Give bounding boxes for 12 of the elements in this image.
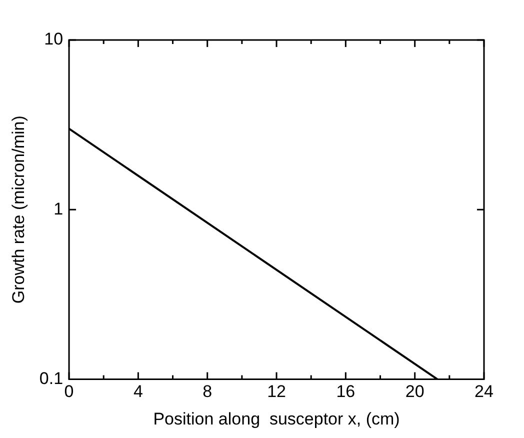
x-tick-label: 8 xyxy=(202,382,212,402)
x-axis-title: Position along susceptor x, (cm) xyxy=(153,409,400,428)
x-tick-label: 16 xyxy=(336,382,356,402)
y-tick-label: 0.1 xyxy=(39,368,64,388)
y-tick-label: 10 xyxy=(44,30,64,49)
y-axis-title: Growth rate (micron/min) xyxy=(8,116,28,304)
x-tick-label: 24 xyxy=(474,382,494,402)
x-tick-label: 4 xyxy=(133,382,143,402)
x-tick-label: 0 xyxy=(64,382,74,402)
y-tick-label: 1 xyxy=(54,199,64,218)
x-tick-label: 12 xyxy=(267,382,286,402)
x-tick-label: 20 xyxy=(405,382,424,402)
